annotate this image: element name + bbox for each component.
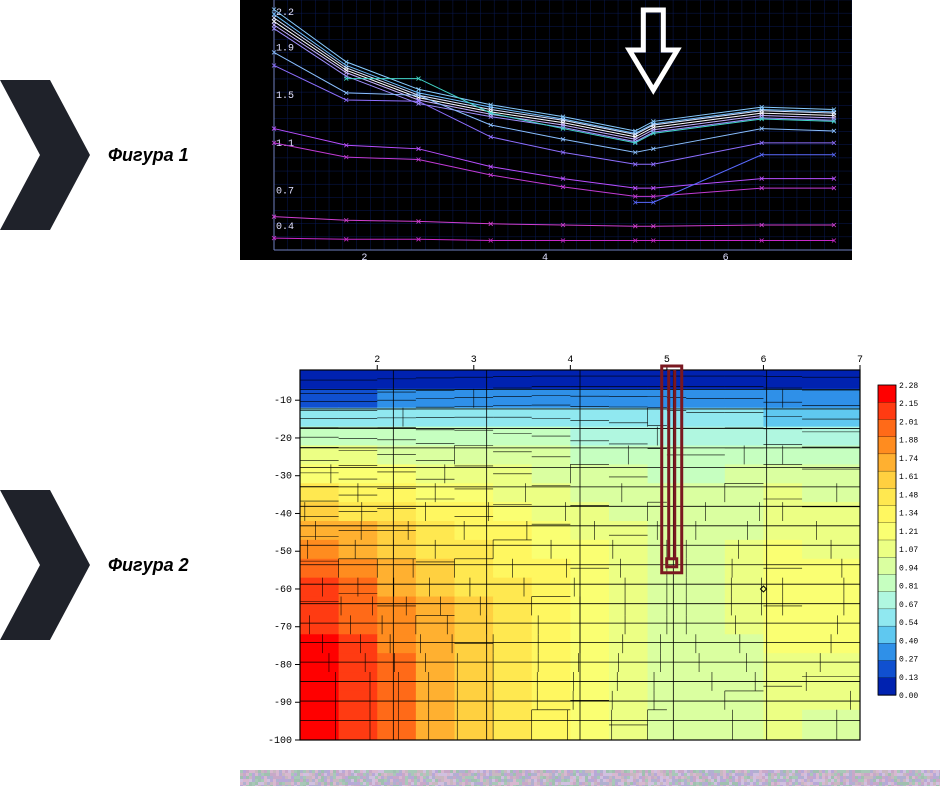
svg-text:-80: -80 [274,660,292,671]
figure2-chart: 2 3 4 5 6 7 -10 -20 -30 -40 -50 -60 -70 -80 -90 -100 2.2… [240,350,940,750]
svg-text:0.7: 0.7 [276,186,294,197]
svg-text:0.54: 0.54 [899,619,918,628]
figure2-label-block: Фигура 2 [0,490,189,640]
svg-text:1.48: 1.48 [899,491,918,500]
figure2-label: Фигура 2 [108,555,189,576]
svg-text:4: 4 [567,355,573,366]
figure1-chart: 0.40.71.11.51.92.2246 [240,0,852,260]
chevron-icon [0,80,90,230]
svg-text:-60: -60 [274,585,292,596]
svg-text:0.00: 0.00 [899,692,918,701]
svg-text:1.9: 1.9 [276,44,294,55]
svg-text:2: 2 [361,253,367,260]
svg-text:1.5: 1.5 [276,91,294,102]
svg-text:0.67: 0.67 [899,601,918,610]
svg-text:-40: -40 [274,509,292,520]
svg-text:1.61: 1.61 [899,473,918,482]
svg-text:0.27: 0.27 [899,656,918,665]
svg-text:1.34: 1.34 [899,510,918,519]
svg-text:-10: -10 [274,396,292,407]
svg-text:2.15: 2.15 [899,400,918,409]
svg-text:6: 6 [760,355,766,366]
svg-text:7: 7 [857,355,863,366]
svg-text:1.21: 1.21 [899,528,918,537]
figure1-label: Фигура 1 [108,145,189,166]
svg-text:2.28: 2.28 [899,382,918,391]
svg-text:4: 4 [542,253,548,260]
svg-text:-30: -30 [274,472,292,483]
svg-text:2: 2 [374,355,380,366]
svg-text:2.01: 2.01 [899,418,918,427]
svg-text:0.40: 0.40 [899,637,918,646]
svg-text:-90: -90 [274,698,292,709]
svg-text:6: 6 [723,253,729,260]
svg-text:0.4: 0.4 [276,222,294,233]
noise-strip [240,770,940,786]
svg-text:-100: -100 [268,736,292,747]
svg-text:-20: -20 [274,434,292,445]
svg-text:0.94: 0.94 [899,564,918,573]
svg-text:0.81: 0.81 [899,583,918,592]
chevron-icon [0,490,90,640]
svg-text:-50: -50 [274,547,292,558]
svg-text:1.1: 1.1 [276,139,294,150]
svg-text:3: 3 [471,355,477,366]
figure1-label-block: Фигура 1 [0,80,189,230]
svg-text:0.13: 0.13 [899,674,918,683]
svg-text:1.74: 1.74 [899,455,918,464]
svg-text:1.07: 1.07 [899,546,918,555]
svg-text:-70: -70 [274,623,292,634]
svg-text:1.88: 1.88 [899,437,918,446]
svg-text:5: 5 [664,355,670,366]
